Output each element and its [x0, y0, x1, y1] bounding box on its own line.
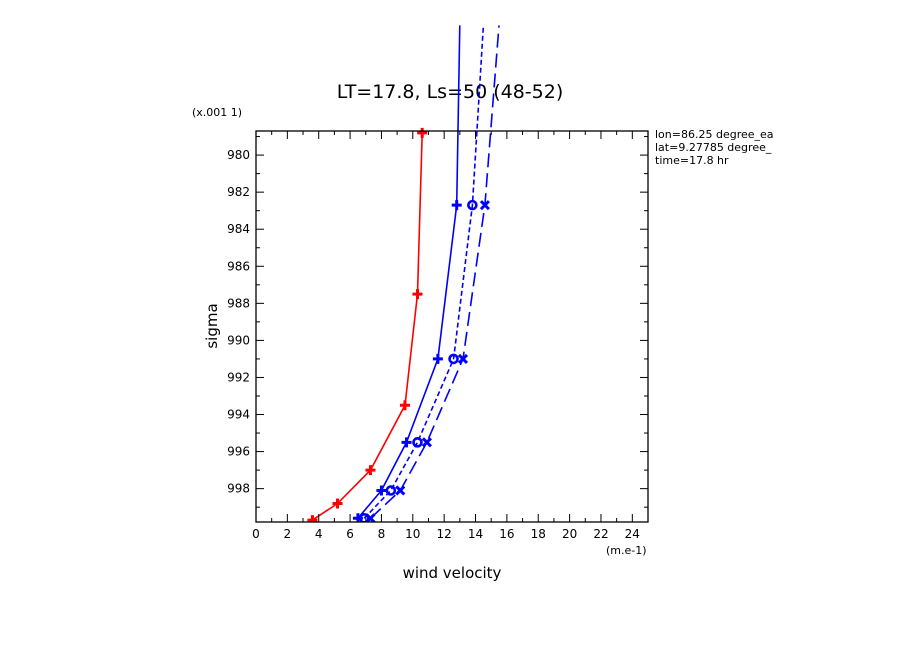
x-tick-label: 14	[468, 527, 483, 541]
x-unit-label: (m.e-1)	[606, 544, 647, 557]
x-tick-label: 24	[625, 527, 640, 541]
info-lon: lon=86.25 degree_ea	[655, 128, 774, 141]
y-tick-label: 986	[227, 259, 250, 273]
series-3-point-2	[385, 485, 397, 496]
series-3-point-3	[412, 437, 423, 448]
x-tick-label: 18	[531, 527, 546, 541]
series-1-point-1	[307, 515, 318, 522]
y-tick-label: 992	[227, 370, 250, 384]
series-4-point-3	[421, 437, 432, 448]
plot-frame	[255, 130, 649, 523]
x-tick-label: 4	[315, 527, 323, 541]
series-3-point-1	[358, 512, 370, 522]
series-1-point-3	[365, 465, 376, 476]
series-line-2	[357, 25, 461, 519]
series-4-point-4	[457, 353, 469, 364]
y-tick-label: 982	[227, 185, 250, 199]
series-3-point-4	[448, 353, 459, 365]
series-1-point-5	[412, 289, 423, 300]
series-2-point-5	[451, 200, 462, 211]
series-line-3	[363, 25, 485, 519]
series-line-1	[311, 132, 423, 521]
y-tick-label: 998	[227, 482, 250, 496]
series-1-point-2	[332, 498, 343, 509]
series-1-point-6	[417, 127, 428, 138]
y-tick-label: 994	[227, 408, 250, 422]
x-tick-label: 16	[499, 527, 514, 541]
axes-frame: 0 2 4 6 8 10 12 14 16 18 20 22 249809829849869889909…	[227, 130, 649, 541]
y-axis-label: sigma	[203, 303, 221, 348]
series-2-point-4	[432, 353, 443, 364]
y-tick-label: 980	[227, 148, 250, 162]
y-tick-label: 988	[227, 296, 250, 310]
series-3-point-5	[467, 199, 478, 211]
x-tick-label: 0	[252, 527, 260, 541]
x-tick-label: 8	[378, 527, 386, 541]
series-group	[307, 25, 500, 522]
x-tick-label: 12	[437, 527, 452, 541]
y-tick-label: 996	[227, 445, 250, 459]
series-layer	[307, 25, 500, 522]
y-tick-label: 990	[227, 333, 250, 347]
x-tick-label: 10	[405, 527, 420, 541]
info-lat: lat=9.27785 degree_	[655, 141, 772, 154]
series-2-point-3	[401, 437, 412, 448]
x-tick-label: 2	[284, 527, 292, 541]
series-1-point-4	[399, 400, 410, 411]
x-tick-label: 6	[346, 527, 354, 541]
chart-title: LT=17.8, Ls=50 (48-52)	[337, 81, 564, 103]
x-tick-label: 20	[562, 527, 577, 541]
series-2-point-2	[376, 485, 387, 496]
y-tick-label: 984	[227, 222, 250, 236]
x-tick-label: 22	[593, 527, 608, 541]
series-line-4	[369, 25, 500, 519]
series-4-point-5	[479, 200, 490, 211]
x-axis-label: wind velocity	[403, 564, 502, 582]
info-time: time=17.8 hr	[655, 154, 729, 167]
series-4-point-2	[395, 485, 406, 496]
y-unit-label: (x.001 1)	[192, 106, 242, 119]
series-4-point-1	[365, 513, 376, 522]
